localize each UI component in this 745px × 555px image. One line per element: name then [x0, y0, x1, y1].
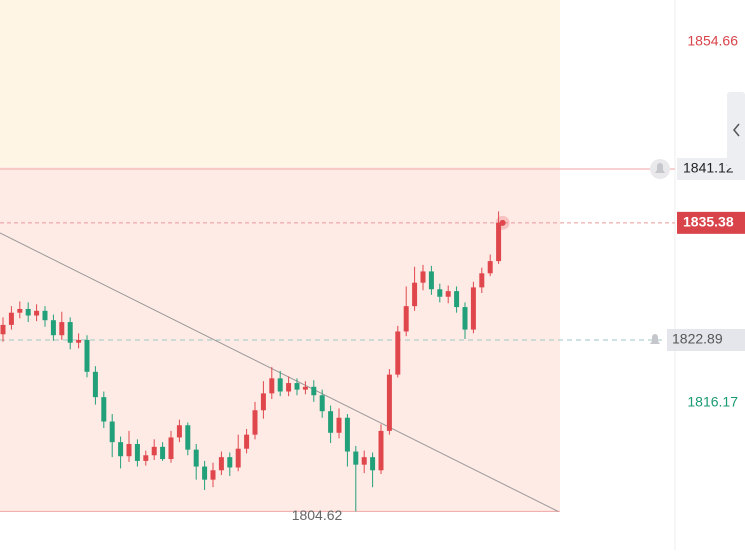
candle-body — [395, 331, 401, 375]
candle-body — [126, 444, 132, 457]
candle-body — [210, 470, 216, 480]
candle-body — [286, 383, 292, 392]
candle-body — [101, 397, 107, 422]
candle-body — [378, 430, 384, 471]
candle-body — [252, 410, 258, 435]
candle-body — [454, 291, 460, 308]
current-price-box — [677, 211, 745, 234]
candle-body — [344, 417, 350, 452]
candle-body — [244, 434, 250, 449]
candle-body — [17, 308, 23, 313]
candle-body — [260, 393, 266, 411]
current-price-label: 1835.38 — [683, 214, 734, 230]
lower-zone — [0, 167, 560, 511]
candle-body — [437, 289, 443, 297]
candle-body — [487, 261, 493, 274]
candle-body — [361, 457, 367, 465]
candle-body — [151, 446, 157, 456]
alert-price-box — [667, 329, 745, 351]
candle-body — [143, 455, 149, 461]
candle-body — [193, 449, 199, 467]
candle-body — [34, 310, 40, 316]
candle-body — [302, 386, 308, 390]
candle-body — [185, 425, 191, 450]
candle-body — [118, 442, 124, 457]
candle-body — [84, 339, 90, 372]
candle-body — [176, 425, 182, 438]
trend-line — [0, 232, 559, 512]
alert-bell-icon — [650, 334, 660, 344]
collapse-icon[interactable] — [733, 123, 740, 137]
candle-body — [168, 437, 174, 460]
candle-body — [269, 378, 275, 394]
candle-body — [50, 320, 56, 336]
candle-body — [294, 383, 300, 390]
upper-price-label: 1854.66 — [687, 33, 738, 49]
candle-body — [25, 308, 31, 316]
candle-body — [328, 411, 334, 433]
candle-body — [92, 371, 98, 398]
alert-price-label: 1822.89 — [672, 331, 723, 347]
bell-icon — [655, 163, 665, 174]
candle-body — [202, 466, 208, 480]
candle-body — [311, 386, 317, 396]
zone-price-label: 1841.12 — [683, 160, 734, 176]
candle-body — [277, 378, 283, 392]
lower-price-label: 1816.17 — [687, 394, 738, 410]
current-dot — [499, 219, 506, 226]
candle-body — [445, 291, 451, 297]
candle-body — [218, 457, 224, 471]
candle-body — [412, 282, 418, 307]
candle-body — [370, 457, 376, 471]
candle-body — [336, 417, 342, 433]
candle-body — [479, 273, 485, 288]
candle-body — [420, 271, 426, 283]
candle-body — [462, 307, 468, 330]
candle-body — [386, 374, 392, 431]
candle-body — [470, 287, 476, 330]
candle-body — [134, 444, 140, 461]
period-low-label: 1804.62 — [292, 507, 343, 523]
candle-body — [428, 271, 434, 290]
candle-body — [42, 310, 48, 321]
candle-body — [109, 421, 115, 443]
collapse-tab[interactable] — [727, 92, 745, 168]
candle-body — [67, 322, 73, 343]
candle-body — [8, 312, 14, 325]
candle-body — [319, 395, 325, 412]
candle-body — [76, 339, 82, 343]
candle-body — [403, 306, 409, 332]
candle-body — [160, 446, 166, 460]
candle-body — [496, 222, 502, 262]
candle-body — [0, 324, 6, 335]
candle-body — [353, 451, 359, 465]
candle-body — [227, 457, 233, 468]
upper-zone — [0, 0, 560, 167]
candle-body — [235, 448, 241, 468]
candle-body — [59, 322, 65, 336]
